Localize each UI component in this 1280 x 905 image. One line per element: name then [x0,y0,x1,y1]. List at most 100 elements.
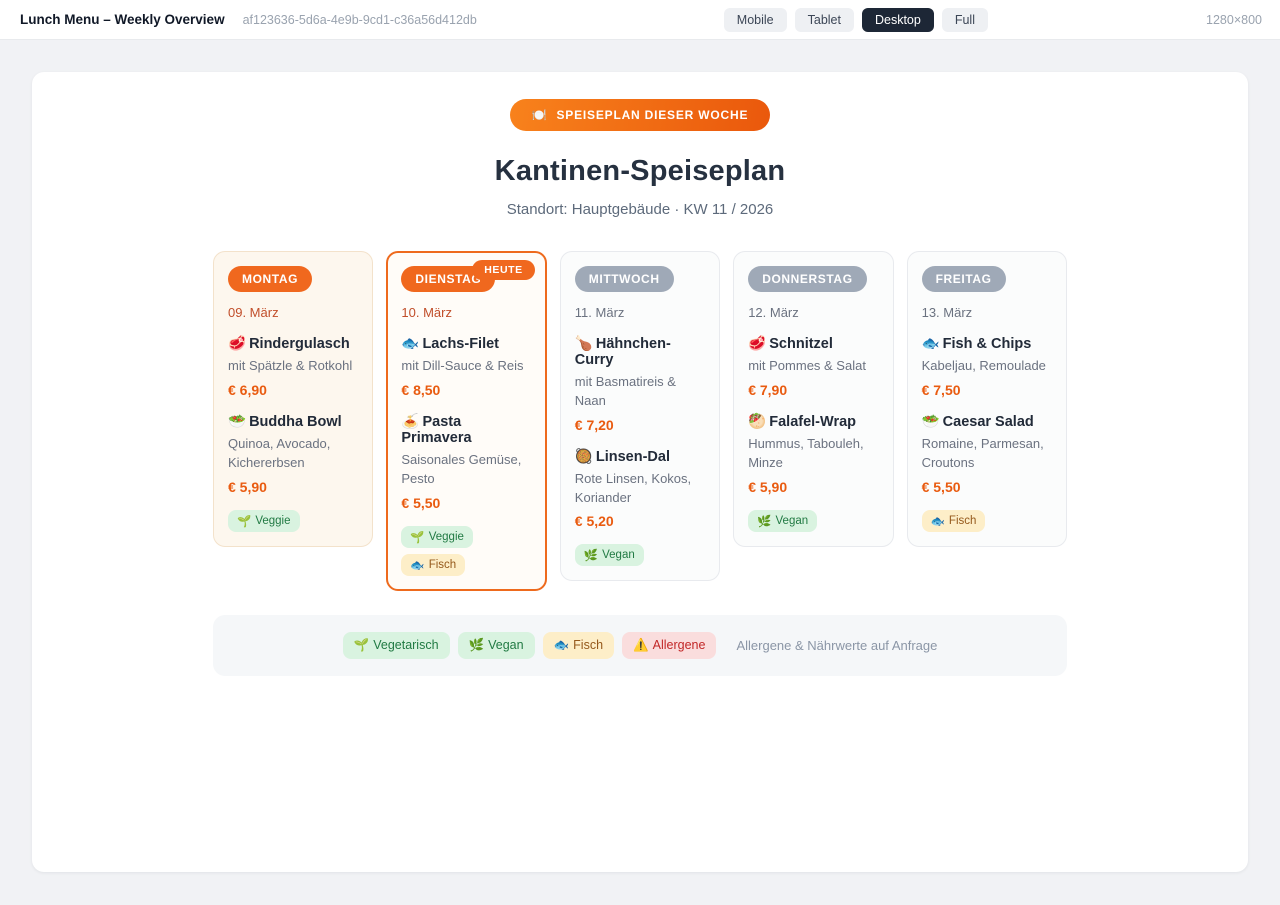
dish-name: 🐟 Lachs-Filet [401,335,531,352]
dish-name: 🐟 Fish & Chips [922,335,1052,352]
tag-fisch: 🐟 Fisch [921,509,986,532]
tag-vegetarisch: 🌱 Vegetarisch [342,631,450,659]
dish-name-text: Falafel-Wrap [769,413,857,430]
day-badge-freitag: FREITAG [921,266,1006,292]
dish-name-text: Fish & Chips [942,336,1032,352]
day-date: 12. März [748,305,799,320]
tag-fisch: 🐟 Fisch [542,631,615,659]
day-badge-donnerstag: DONNERSTAG [748,266,867,292]
dish-price: € 5,50 [401,494,441,511]
allergene-icon: ⚠️ [633,637,649,652]
dish-tags-row: 🌿 Vegan [748,509,878,532]
dish-name-text: Caesar Salad [942,413,1034,430]
dish-description: mit Pommes & Salat [748,358,866,373]
dish-icon: 🥙 [748,413,767,430]
tag-label: Fisch [948,514,977,527]
week-menu-badge: 🍽️ SPEISEPLAN DIESER WOCHE [509,99,771,131]
dish-item: 🥩 Rindergulasch mit Spätzle & Rotkohl € 6,9… [228,335,358,398]
legend-note: Allergene & Nährwerte auf Anfrage [736,637,938,653]
vegetarisch-icon: 🌱 [353,637,370,652]
dish-item: 🥘 Linsen-Dal Rote Linsen, Kokos, Koriander… [575,448,705,530]
day-card-mittwoch: MITTWOCH 11. März 🍗 Hähnchen-Curry mit Basma… [559,251,721,582]
tag-vegan: 🌿 Vegan [574,544,644,567]
dish-description: mit Basmatireis & Naan [574,374,676,408]
dish-name-text: Lachs-Filet [422,336,499,352]
day-card-montag: MONTAG 09. März 🥩 Rindergulasch mit Spätzle … [213,251,374,547]
dish-tags-row: 🌱 Veggie 🐟 Fisch [401,525,531,576]
dish-item: 🥙 Falafel-Wrap Hummus, Tabouleh, Minze € 5,… [748,413,878,495]
dish-tags-row: 🌱 Veggie [228,509,358,532]
tag-label: Veggie [428,530,464,543]
topbar: Lunch Menu – Weekly Overview af123636-5d… [0,0,1280,40]
tag-label: Allergene [652,638,706,653]
dish-name-text: Hähnchen-Curry [574,336,671,368]
viewport-button-full[interactable]: Full [941,7,988,32]
fisch-icon: 🐟 [410,559,425,572]
tag-label: Vegan [602,549,635,562]
dish-name: 🥩 Schnitzel [748,335,878,352]
day-date: 13. März [921,305,973,320]
tag-label: Vegetarisch [373,638,439,653]
viewport-switch: Mobile Tablet Desktop Full [723,7,988,32]
dish-item: 🍗 Hähnchen-Curry mit Basmatireis & Naan € 7… [575,335,705,433]
dish-item: 🐟 Fish & Chips Kabeljau, Remoulade € 7,50 [922,335,1052,398]
day-card-freitag: FREITAG 13. März 🐟 Fish & Chips Kabeljau, Re… [906,251,1067,547]
week-menu-badge-label: SPEISEPLAN DIESER WOCHE [556,108,749,122]
dish-icon: 🥘 [574,448,593,465]
dish-name: 🍝 Pasta Primavera [401,413,531,446]
fisch-icon: 🐟 [553,637,570,652]
dish-name-text: Buddha Bowl [249,413,342,430]
dish-name: 🥗 Buddha Bowl [228,413,358,430]
document-uuid: af123636-5d6a-4e9b-9cd1-c36a56d412db [242,12,477,27]
dish-price: € 6,90 [228,381,267,398]
legend-tags: 🌱 Vegetarisch 🌿 Vegan 🐟 Fisch ⚠️ Allergene [342,631,717,659]
tag-vegan: 🌿 Vegan [748,509,818,532]
dish-name: 🥩 Rindergulasch [228,335,358,352]
menu-subtitle: Standort: Hauptgebäude · KW 11 / 2026 [506,201,774,218]
viewport-dimensions: 1280×800 [1206,12,1262,27]
dish-icon: 🥩 [748,336,767,352]
tag-label: Veggie [255,514,291,527]
dish-price: € 5,90 [228,478,267,495]
dish-description: Romaine, Parmesan, Croutons [921,435,1044,470]
dish-description: Hummus, Tabouleh, Minze [748,435,864,470]
dish-name-text: Rindergulasch [249,336,350,352]
dish-name: 🍗 Hähnchen-Curry [575,335,705,368]
dish-price: € 8,50 [401,381,441,398]
viewport-button-mobile[interactable]: Mobile [723,7,787,32]
dish-name: 🥗 Caesar Salad [922,413,1052,430]
dish-description: mit Dill-Sauce & Reis [401,358,524,373]
day-date: 11. März [574,305,625,320]
tag-veggie: 🌱 Veggie [228,509,300,532]
vegan-icon: 🌿 [468,637,485,652]
vegan-icon: 🌿 [583,550,599,563]
viewport-button-tablet[interactable]: Tablet [794,7,854,32]
dish-name: 🥙 Falafel-Wrap [748,413,878,430]
dish-item: 🥗 Buddha Bowl Quinoa, Avocado, Kichererbse… [228,413,358,495]
tag-fisch: 🐟 Fisch [401,553,466,576]
dish-item: 🐟 Lachs-Filet mit Dill-Sauce & Reis € 8,50 [401,335,531,398]
dish-price: € 5,50 [921,478,961,495]
vegan-icon: 🌿 [757,515,772,528]
tag-allergene: ⚠️ Allergene [622,631,717,659]
dish-price: € 7,50 [921,381,961,398]
dish-icon: 🥗 [228,413,247,430]
tag-label: Fisch [573,638,604,653]
dish-item: 🥗 Caesar Salad Romaine, Parmesan, Croutons… [922,413,1052,495]
plate-cutlery-icon: 🍽️ [531,108,548,122]
day-date: 10. März [401,305,452,320]
dish-name: 🥘 Linsen-Dal [575,448,705,465]
viewport-button-desktop[interactable]: Desktop [861,7,934,32]
dish-icon: 🐟 [921,336,940,352]
fisch-icon: 🐟 [930,515,945,528]
tag-label: Fisch [428,558,457,571]
tag-veggie: 🌱 Veggie [401,525,473,548]
dish-name-text: Schnitzel [769,336,833,352]
day-badge-mittwoch: MITTWOCH [574,266,674,292]
today-badge: HEUTE [472,260,535,280]
tag-vegan: 🌿 Vegan [457,631,535,659]
tag-label: Vegan [775,514,809,527]
dish-icon: 🍝 [401,413,420,430]
dish-tags-row: 🐟 Fisch [921,509,1052,532]
veggie-icon: 🌱 [237,515,252,528]
